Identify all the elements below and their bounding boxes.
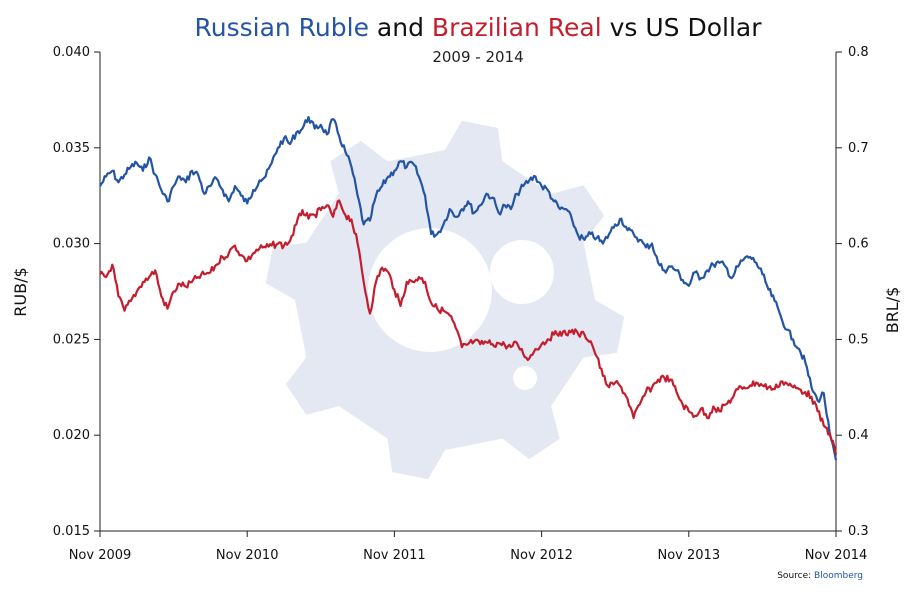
source-note: Source: Bloomberg (777, 571, 863, 581)
y-tick-label-right: 0.7 (848, 141, 869, 156)
brazilian-real-line (99, 199, 838, 455)
y-tick-label-left: 0.025 (53, 332, 90, 347)
y-tick-label-left: 0.020 (53, 428, 90, 443)
gear-dot (513, 366, 537, 390)
y-tick-label-right: 0.6 (848, 237, 869, 252)
title-vs-us-dollar: vs US Dollar (602, 13, 763, 42)
chart-subtitle: 2009 - 2014 (432, 48, 523, 66)
x-tick-label: Nov 2009 (69, 548, 132, 563)
x-tick-label: Nov 2011 (363, 548, 426, 563)
source-label: Source: (777, 571, 814, 581)
source-link: Bloomberg (814, 571, 863, 581)
y-tick-label-right: 0.8 (848, 45, 869, 60)
y-tick-label-right: 0.3 (848, 524, 869, 539)
y-tick-label-left: 0.015 (53, 524, 90, 539)
russian-ruble-line (99, 116, 838, 461)
y-tick-label-left: 0.035 (53, 141, 90, 156)
gear-hole (368, 228, 492, 352)
series-lines (99, 116, 838, 461)
gear-hole-small (490, 240, 554, 304)
title-brazilian-real: Brazilian Real (432, 13, 602, 42)
y-tick-label-right: 0.4 (848, 428, 869, 443)
y-tick-label-left: 0.040 (53, 45, 90, 60)
chart-title: Russian Ruble and Brazilian Real vs US D… (194, 13, 762, 42)
y-axis-title-left: RUB/$ (11, 267, 30, 316)
title-and: and (369, 13, 432, 42)
x-tick-label: Nov 2012 (510, 548, 573, 563)
x-tick-label: Nov 2013 (658, 548, 721, 563)
y-axis-title-right: BRL/$ (883, 287, 902, 334)
x-tick-label: Nov 2014 (805, 548, 868, 563)
gear-logo-icon (265, 120, 625, 480)
y-tick-label-left: 0.030 (53, 237, 90, 252)
x-tick-label: Nov 2010 (216, 548, 279, 563)
title-russian-ruble: Russian Ruble (194, 13, 369, 42)
axis-ticks: 0.015 0.020 0.025 0.030 0.035 0.040 0.3 0.4 0.5 0… (53, 45, 869, 563)
y-tick-label-right: 0.5 (848, 332, 869, 347)
